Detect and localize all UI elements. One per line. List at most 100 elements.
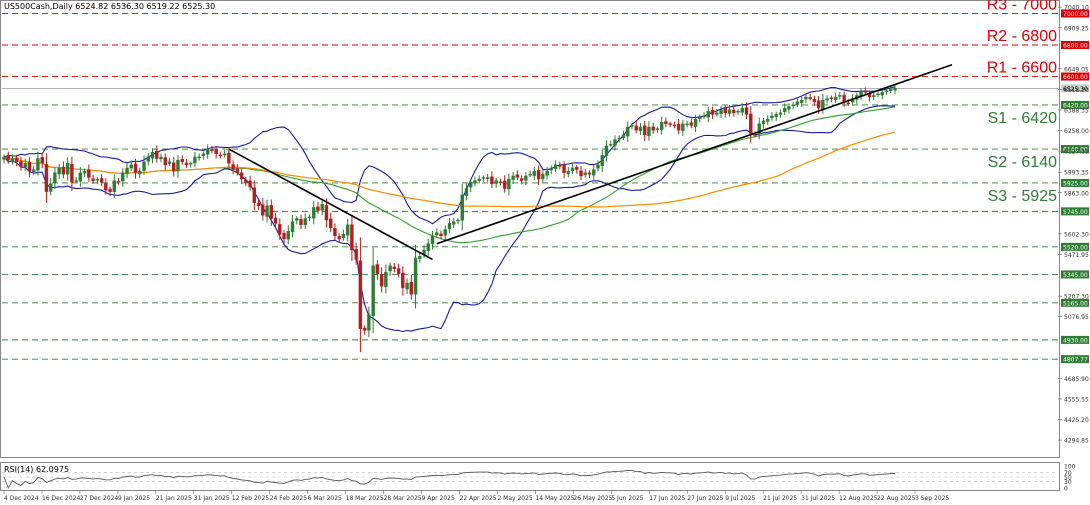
candle-body [549,167,554,171]
candle [138,167,142,178]
candle [320,200,324,216]
candle-body [193,156,197,164]
price-tag-box [1061,242,1089,251]
candle [133,158,138,179]
candle-body [536,170,541,180]
candle [541,169,545,183]
candle-body [70,164,74,183]
rsi-tick-label: 100 [1064,464,1076,471]
candle-body [163,157,167,166]
x-tick-label: 6 Mar 2025 [308,495,342,502]
candle-body [799,99,804,104]
candle-body [553,164,558,169]
candle-body [210,149,214,151]
candle [184,159,189,169]
candle [702,112,706,119]
candle [235,163,240,176]
candle [197,153,201,161]
candle-body [316,206,320,211]
candle-body [609,144,613,146]
candle-body [515,174,520,178]
candle-body [498,181,503,183]
candle [549,165,554,174]
candle [188,161,193,168]
candle [282,229,286,245]
candle-body [485,177,490,179]
candle-body [638,126,643,132]
candle-body [418,256,422,259]
x-tick-label: 27 Dec 2024 [80,495,119,502]
candle [681,119,685,137]
x-tick-label: 22 Apr 2025 [460,495,497,502]
candle [159,153,163,163]
candle-body [587,172,592,175]
support-level-line-tag: 5520.00 [1061,242,1089,251]
candle [570,163,575,175]
candle [227,147,231,170]
candle [82,168,87,178]
candle [367,306,371,338]
candle-body [201,153,206,156]
candle [57,163,61,180]
y-tick-label: 6649.05 [1064,66,1089,73]
candle-body [65,163,70,175]
candle-body [354,248,358,260]
candle [642,121,647,142]
candle-body [795,101,800,105]
candle [142,155,146,175]
candle [575,164,579,174]
candle-body [630,125,634,127]
candle [452,217,456,229]
candle [150,148,155,164]
candle [485,174,490,182]
candle [324,198,329,228]
candle-body [180,159,184,162]
price-tag-text: 4807.77 [1063,357,1088,364]
price-tag-text: 5165.00 [1063,300,1088,307]
candle [723,104,727,118]
candle [464,183,469,201]
candle-body [299,219,303,225]
candle-body [804,96,808,100]
rsi-line [3,469,896,490]
candle-body [893,88,897,91]
support-level-line-tag: 5345.00 [1061,270,1089,279]
candle [333,223,337,242]
candle [341,229,346,241]
candle-body [693,118,698,127]
candle [112,174,117,198]
candle-body [61,166,66,175]
candle [172,157,176,177]
candle-body [651,126,655,131]
candle-body [91,178,95,181]
uptrend-line [436,63,953,245]
candle [626,121,630,142]
ma100-line [3,131,896,208]
candle [214,146,218,159]
y-tick-label: 6388.35 [1064,107,1089,114]
candle [244,176,248,187]
candle-body [282,232,286,240]
level-label: S2 - 6140 [988,154,1057,171]
candle [604,140,609,162]
price-tag-box [1061,72,1089,81]
candle-body [664,121,668,125]
downtrend-line [228,148,433,261]
candle-body [121,172,125,182]
candle [791,101,795,110]
candle-body [48,183,53,192]
candle-body [715,112,719,115]
rsi-tick-label: 50 [1064,475,1072,482]
price-tag-box [1061,207,1089,216]
candle-body [324,205,329,221]
level-lines [2,13,1058,360]
candle-body [532,170,537,176]
candle-body [876,93,880,96]
candle [155,145,159,163]
candle [655,126,660,133]
x-tick-label: 26 May 2025 [573,495,612,502]
candle-body [74,180,78,182]
candle [40,153,44,169]
candle [409,275,414,300]
